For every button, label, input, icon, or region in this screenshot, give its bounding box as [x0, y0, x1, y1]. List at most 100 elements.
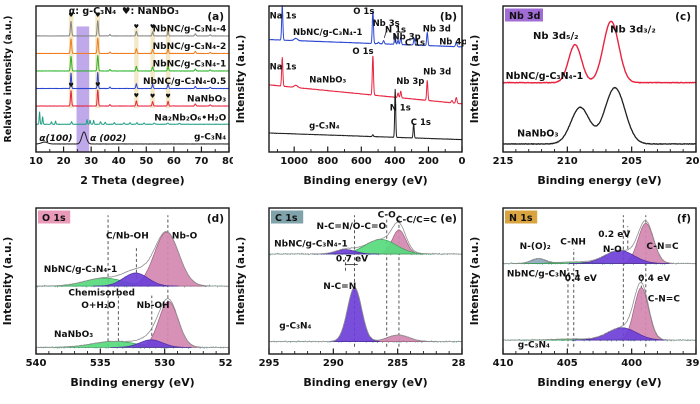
x-tick-label: 530 [154, 358, 175, 369]
curve-nbnc-g-c3n4-1 [502, 20, 696, 84]
x-tick-label: 0 [459, 156, 466, 167]
panel-title-box [504, 210, 537, 224]
plot-label: NaNbO₃ [54, 330, 93, 340]
panel-letter: (b) [440, 11, 457, 23]
envelope-curve-nanbo3 [36, 298, 230, 349]
plot-label: NbNC/g-C₃N₄-1 [293, 28, 363, 38]
plot-label: O 1s [353, 47, 374, 57]
panel-d-plot: 540 535 530 525 C/Nb-OH Nb-O NbNC/g-C₃N₄-1 Chem… [2, 207, 239, 389]
y-axis-label: Intensity (a.u.) [2, 237, 14, 326]
plot-label: NaNbO₃ [187, 95, 226, 105]
plot-label: N-C=N/O-C=O [317, 222, 387, 232]
panel-title: N 1s [509, 213, 533, 224]
x-tick-label: 525 [219, 358, 233, 369]
panel-letter: (f) [676, 213, 690, 225]
plot-label: C 1s [411, 118, 431, 128]
x-tick-label: 535 [90, 358, 111, 369]
fitted-component-peak [571, 327, 673, 341]
x-tick-label: 210 [556, 156, 577, 167]
envelope-curve-g-c3n4 [269, 286, 463, 343]
panel-letter: (d) [207, 213, 224, 225]
x-axis-label: Binding energy (eV) [70, 376, 194, 389]
plot-label: Nb-OH [137, 301, 170, 311]
x-tick-label: 80 [222, 156, 233, 167]
plot-label: g-C₃N₄ [517, 340, 549, 350]
panel-letter: (a) [207, 11, 224, 23]
plot-label: Na 1s [270, 11, 297, 21]
x-tick-label: 10 [29, 156, 43, 167]
plot-label: NbNC/g-C₃N₄-1 [153, 60, 227, 70]
plot-label: NaNbO₃ [310, 76, 347, 86]
fitted-component-peak [92, 272, 179, 287]
curve-nanbo3 [502, 86, 696, 145]
fitted-component-peak [110, 339, 192, 348]
x-tick-label: 30 [84, 156, 98, 167]
x-tick-label: 215 [492, 156, 513, 167]
x-tick-label: 600 [351, 156, 372, 167]
curve-nbnc-g-c3n4-1 [268, 5, 463, 48]
plot-label: Chemisorbed [68, 289, 135, 299]
plot-label: α (002) [90, 134, 126, 144]
x-tick-label: 540 [26, 358, 47, 369]
nanbo3-heart-marker: ♥ [165, 93, 170, 100]
x-axis-label: Binding energy (eV) [304, 174, 428, 187]
envelope-curve-nbnc-g-c3n4-1 [502, 220, 696, 265]
nanbo3-heart-marker: ♥ [150, 93, 155, 100]
panel-d-o1s-spectra: 540 535 530 525 C/Nb-OH Nb-O NbNC/g-C₃N₄-1 Chem… [0, 202, 239, 404]
nanbo3-heart-marker: ♥ [95, 81, 100, 88]
plot-label: O+H₂O [81, 301, 116, 311]
curve-nanbo3 [35, 89, 230, 107]
panel-e-c1s-spectra: 295 290 285 280 N-C=N/O-C=O C-OC-C/C=C NbNC/g-… [233, 202, 473, 404]
panel-b-xps-survey: 1000 800 600 400 200 0 Na 1s NbNC/g-C₃N₄-1 O 1s N… [233, 0, 468, 202]
x-axis-label: Binding energy (eV) [304, 376, 428, 389]
plot-frame [501, 207, 697, 355]
panel-c-nb3d-spectra: 215 210 205 200 Nb 3d₅/₂ Nb 3d₃/₂ NbNC/g-C₃N₄-… [467, 0, 700, 202]
plot-label: C-NH [560, 238, 586, 248]
panel-b-plot: 1000 800 600 400 200 0 Na 1s NbNC/g-C₃N₄-1 O 1s N… [235, 5, 468, 187]
x-axis-label: Binding energy (eV) [537, 174, 661, 187]
x-axis-label: Binding energy (eV) [537, 376, 661, 389]
plot-label: NbNC/g-C₃N₄-1 [274, 240, 348, 250]
highlight-band [76, 26, 90, 152]
y-axis-label: Relative intensity (a.u.) [3, 16, 14, 143]
envelope-curve-nbnc-g-c3n4-1 [35, 230, 230, 287]
panel-f-n1s-spectra: 410 405 400 395 N-(O)₂ C-NH 0.2 eV N-O C-N=C NbNC… [467, 202, 700, 404]
curve-nbnc-g-c3n4-2 [35, 37, 230, 55]
plot-label: α: g-C₃N₄ [69, 6, 117, 17]
plot-label: C-N=C [646, 242, 679, 252]
plot-label: C 1s [405, 39, 425, 49]
curve-na2nb2o6-h2o [35, 111, 230, 125]
plot-label: Na₂Nb₂O₆•H₂O [154, 114, 226, 124]
panel-title-box [271, 210, 304, 224]
panel-a-xrd-patterns: ♥ ♥ ♥ ♥ ♥ ♥ ♥ ♥ ♥ 10 20 30 40 50 60 70 80 α: g-C₃N₄ ♥: NaN… [0, 0, 236, 202]
plot-label: 0.4 eV [564, 274, 596, 284]
x-tick-label: 60 [167, 156, 181, 167]
envelope-curve-nbnc-g-c3n4-1 [269, 221, 463, 255]
nanbo3-heart-marker: ♥ [134, 92, 139, 99]
curve-nbnc-g-c3n4-4 [35, 20, 230, 37]
panel-title-box [38, 210, 71, 224]
curve-g-c3n4 [269, 88, 463, 141]
panel-c-plot: 215 210 205 200 Nb 3d₅/₂ Nb 3d₃/₂ NbNC/g-C₃N₄-… [469, 5, 700, 187]
highlight-band [165, 28, 171, 109]
plot-label: Nb 3d [423, 25, 451, 35]
plot-frame [501, 5, 697, 153]
plot-label: NbNC/g-C₃N₄-0.5 [143, 77, 226, 87]
plot-label: NbNC/g-C₃N₄-1 [44, 265, 118, 275]
curve-nbnc-g-c3n4-1 [35, 55, 230, 72]
nanbo3-heart-marker: ♥ [68, 12, 73, 19]
plot-label: g-C₃N₄ [309, 122, 340, 132]
plot-label: Nb 3p [397, 77, 425, 87]
plot-label: Nb 3d [423, 68, 451, 78]
panel-e-plot: 295 290 285 280 N-C=N/O-C=O C-OC-C/C=C NbNC/g-… [235, 207, 473, 389]
plot-frame [268, 207, 463, 355]
plot-label: α(100) [39, 134, 72, 144]
x-tick-label: 40 [112, 156, 126, 167]
plot-label: Nb 3d₃/₂ [610, 24, 656, 35]
envelope-curve-g-c3n4 [502, 282, 696, 341]
fitted-component-peak [329, 287, 380, 342]
annotation-pointer-line [384, 28, 388, 38]
plot-label: Na 1s [270, 63, 297, 73]
plot-label: N-(O)₂ [519, 242, 550, 252]
